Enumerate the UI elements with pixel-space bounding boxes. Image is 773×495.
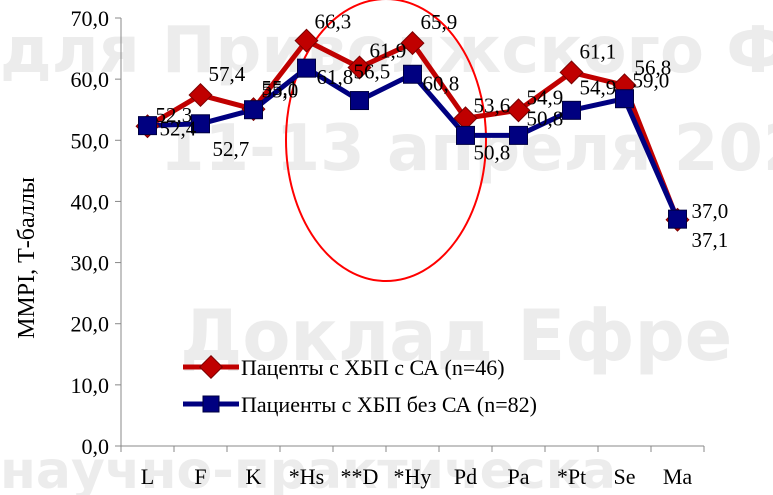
y-tick-label: 30,0 — [71, 251, 110, 276]
data-point-series-1 — [188, 83, 213, 108]
x-tick-label: Pd — [454, 464, 477, 489]
data-label-series-1: 52,3 — [156, 103, 193, 127]
data-label-series-2: 37,1 — [692, 228, 729, 252]
data-point-series-2 — [615, 89, 634, 109]
data-label-layer: 52,3 57,4 55,1 66,3 61,9 65,9 53,6 54,9 61,1 59,0… — [156, 10, 729, 253]
data-label-series-2: 52,7 — [213, 137, 250, 161]
data-point-series-1 — [347, 55, 372, 80]
data-label-series-2: 61,8 — [317, 65, 354, 89]
data-point-series-2 — [297, 58, 316, 78]
data-point-series-2 — [456, 125, 475, 145]
y-tick-label: 0,0 — [82, 434, 110, 459]
data-point-series-1 — [294, 28, 319, 53]
data-label-series-1: 65,9 — [421, 10, 458, 34]
legend-label-series-2: Пациенты с ХБП без СА (n=82) — [241, 392, 537, 417]
annotation-layer — [285, 0, 487, 282]
x-tick-label: **D — [341, 464, 379, 489]
data-point-series-2 — [350, 91, 369, 111]
watermark-line-1: для Приволжского Фе — [0, 14, 773, 88]
data-point-series-1 — [506, 98, 531, 123]
data-point-series-2 — [138, 116, 157, 136]
data-label-series-1: 37,0 — [692, 199, 729, 223]
axes: 0,0 10,0 20,0 30,0 40,0 50,0 60,0 70,0 L F K *Hs **D… — [71, 6, 705, 489]
data-point-series-2 — [191, 114, 210, 134]
data-label-series-2: 54,9 — [580, 75, 617, 99]
y-tick-label: 40,0 — [71, 189, 110, 214]
data-point-series-2 — [668, 209, 687, 229]
watermark-line-4: научно-практическа — [0, 441, 616, 495]
x-tick-label: Se — [614, 464, 636, 489]
x-tick-label: *Hy — [394, 464, 432, 489]
x-tick-label: L — [141, 464, 154, 489]
y-tick-label: 50,0 — [71, 128, 110, 153]
x-tick-label: *Hs — [289, 464, 324, 489]
data-label-series-2: 50,8 — [474, 140, 511, 164]
data-point-series-1 — [400, 31, 425, 56]
data-label-series-2: 55,0 — [262, 79, 299, 103]
data-point-series-1 — [559, 60, 584, 85]
legend: Пацenты с ХБП с СА (n=46) Пациенты с ХБП… — [183, 354, 537, 417]
data-label-series-2: 52,4 — [160, 117, 197, 141]
x-tick-label: *Pt — [557, 464, 586, 489]
data-point-series-1 — [453, 106, 478, 131]
data-label-series-1: 53,6 — [474, 93, 511, 117]
x-tick-label: K — [246, 464, 262, 489]
series-layer — [135, 28, 690, 232]
data-label-series-1: 59,0 — [633, 68, 670, 92]
data-label-series-1: 55,1 — [262, 76, 299, 100]
data-label-series-1: 54,9 — [527, 85, 564, 109]
y-tick-label: 70,0 — [71, 6, 110, 31]
x-tick-label: Pa — [508, 464, 530, 489]
data-label-series-2: 60,8 — [423, 71, 460, 95]
data-label-series-2: 56,5 — [354, 60, 391, 84]
x-tick-label: Ma — [663, 464, 693, 489]
legend-marker-series-1 — [198, 354, 224, 380]
data-point-series-2 — [562, 100, 581, 120]
legend-label-series-1: Пацenты с ХБП с СА (n=46) — [241, 355, 505, 380]
watermark: для Приволжского Фе 11-13 апреля 202 Док… — [0, 14, 773, 495]
data-label-series-1: 57,4 — [209, 62, 246, 86]
legend-marker-series-2 — [202, 395, 220, 413]
y-tick-label: 60,0 — [71, 67, 110, 92]
x-tick-label: F — [194, 464, 206, 489]
data-label-series-1: 61,9 — [370, 39, 407, 63]
data-point-series-2 — [509, 125, 528, 145]
data-point-series-2 — [403, 64, 422, 84]
data-label-series-2: 50,8 — [527, 106, 564, 130]
y-tick-label: 10,0 — [71, 373, 110, 398]
data-label-series-1: 66,3 — [315, 10, 352, 34]
data-point-series-2 — [244, 100, 263, 120]
y-tick-label: 20,0 — [71, 312, 110, 337]
data-label-series-1: 61,1 — [580, 39, 617, 63]
data-label-series-2: 56,8 — [635, 56, 672, 80]
y-axis-title: MMPI, Т-баллы — [14, 177, 40, 339]
highlight-ellipse — [285, 0, 487, 282]
watermark-line-3: Доклад Ефре — [180, 295, 732, 377]
